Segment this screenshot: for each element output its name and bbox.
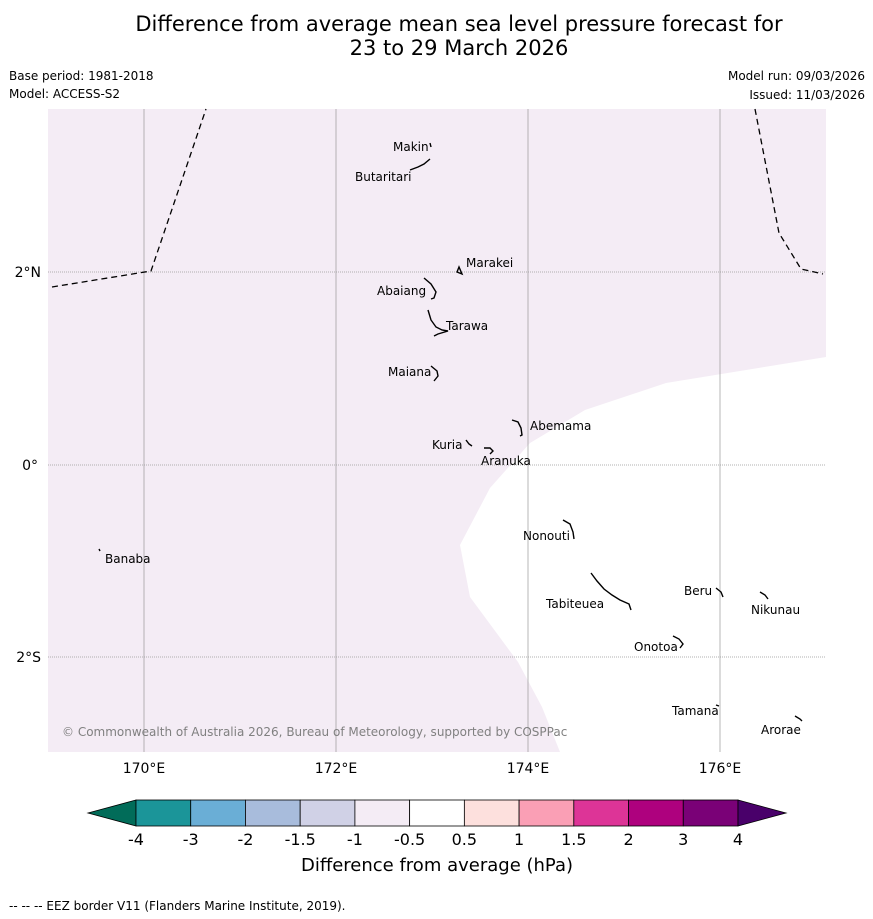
place-label-beru: Beru [684, 584, 712, 598]
base-period: Base period: 1981-2018 [9, 69, 154, 83]
place-label-aranuka: Aranuka [481, 454, 531, 468]
colorbar: -4 -3 -2 -1.5 -1 -0.5 0.5 1 1.5 2 3 4 Difference fr… [86, 799, 788, 876]
island-maiana [430, 365, 439, 382]
lon-label-170: 170°E [123, 761, 166, 777]
place-label-onotoa: Onotoa [634, 640, 678, 654]
neutral-anomaly-region [460, 357, 826, 752]
eez-border-west [51, 108, 207, 288]
place-label-nikunau: Nikunau [751, 603, 800, 617]
title-line-2: 23 to 29 March 2026 [349, 36, 569, 60]
colorbar-segment [409, 799, 465, 827]
colorbar-segment [135, 799, 192, 827]
lat-label-0: 0° [22, 458, 38, 474]
lat-label-2n: 2°N [15, 265, 41, 281]
island-abemama [511, 419, 523, 437]
place-label-makin: Makin [393, 140, 429, 154]
island-arorae [794, 715, 803, 722]
place-label-nonouti: Nonouti [523, 529, 570, 543]
lon-label-172: 172°E [315, 761, 358, 777]
lon-label-176: 176°E [699, 761, 742, 777]
island-tabiteuea [590, 572, 632, 611]
colorbar-segment [299, 799, 356, 827]
issued-date: Issued: 11/03/2026 [749, 88, 865, 102]
colorbar-tick-label: 3 [678, 830, 688, 849]
place-label-tarawa: Tarawa [445, 319, 488, 333]
model-run: Model run: 09/03/2026 [727, 69, 865, 83]
axis-labels: 170°E 172°E 174°E 176°E 2°N 0° 2°S [15, 265, 742, 777]
island-onotoa [672, 635, 684, 649]
gridlines [48, 109, 826, 752]
copyright-notice: © Commonwealth of Australia 2026, Bureau… [62, 725, 567, 739]
island-tamana [715, 704, 720, 707]
island-tarawa [427, 309, 449, 337]
colorbar-low-extend [86, 799, 137, 827]
colorbar-segment [628, 799, 684, 827]
colorbar-tick-label: -0.5 [394, 830, 425, 849]
colorbar-tick-label: 2 [623, 830, 633, 849]
colorbar-segment [245, 799, 301, 827]
colorbar-segment [518, 799, 575, 827]
colorbar-tick-label: 1 [514, 830, 524, 849]
place-label-banaba: Banaba [105, 552, 151, 566]
title-line-1: Difference from average mean sea level p… [135, 12, 783, 36]
model-name: Model: ACCESS-S2 [9, 87, 121, 101]
place-label-kuria: Kuria [432, 438, 463, 452]
island-outlines [98, 142, 803, 722]
place-label-marakei: Marakei [466, 256, 513, 270]
colorbar-segment [354, 799, 411, 827]
island-nikunau [759, 591, 769, 600]
colorbar-segments [135, 799, 739, 827]
island-butaritari [409, 158, 431, 171]
eez-borders [51, 108, 824, 288]
colorbar-high-extend [737, 799, 788, 827]
colorbar-label: Difference from average (hPa) [301, 855, 573, 876]
eez-footnote: -- -- -- EEZ border V11 (Flanders Marine… [9, 899, 346, 913]
colorbar-tick-label: 0.5 [452, 830, 477, 849]
colorbar-segment [573, 799, 629, 827]
island-banaba [98, 548, 101, 552]
island-marakei [456, 265, 464, 276]
island-nonouti [562, 519, 575, 540]
colorbar-segment [463, 799, 520, 827]
chart-title: Difference from average mean sea level p… [0, 12, 873, 60]
colorbar-tick-label: 4 [733, 830, 743, 849]
colorbar-tick-label: -4 [128, 830, 144, 849]
place-label-tabiteuea: Tabiteuea [545, 597, 604, 611]
lon-label-174: 174°E [507, 761, 550, 777]
colorbar-segment [682, 799, 739, 827]
colorbar-tick-label: -1 [347, 830, 363, 849]
colorbar-tick-label: -2 [237, 830, 253, 849]
island-kuria [465, 439, 473, 447]
island-beru [715, 587, 724, 598]
colorbar-tick-label: -3 [183, 830, 199, 849]
colorbar-tick-label: 1.5 [561, 830, 586, 849]
place-label-arorae: Arorae [761, 723, 801, 737]
colorbar-tick-label: -1.5 [285, 830, 316, 849]
island-aranuka [484, 447, 494, 455]
lat-label-2s: 2°S [16, 650, 41, 666]
eez-border-east [754, 108, 824, 275]
colorbar-tick-labels: -4 -3 -2 -1.5 -1 -0.5 0.5 1 1.5 2 3 4 [128, 830, 743, 849]
island-makin [429, 142, 432, 148]
place-label-butaritari: Butaritari [355, 170, 412, 184]
place-label-abaiang: Abaiang [377, 284, 426, 298]
island-abaiang [423, 277, 437, 300]
place-labels: Makin Butaritari Marakei Abaiang Tarawa … [105, 140, 801, 737]
place-label-maiana: Maiana [388, 365, 431, 379]
colorbar-segment [190, 799, 246, 827]
place-label-abemama: Abemama [530, 419, 591, 433]
place-label-tamana: Tamana [671, 704, 719, 718]
